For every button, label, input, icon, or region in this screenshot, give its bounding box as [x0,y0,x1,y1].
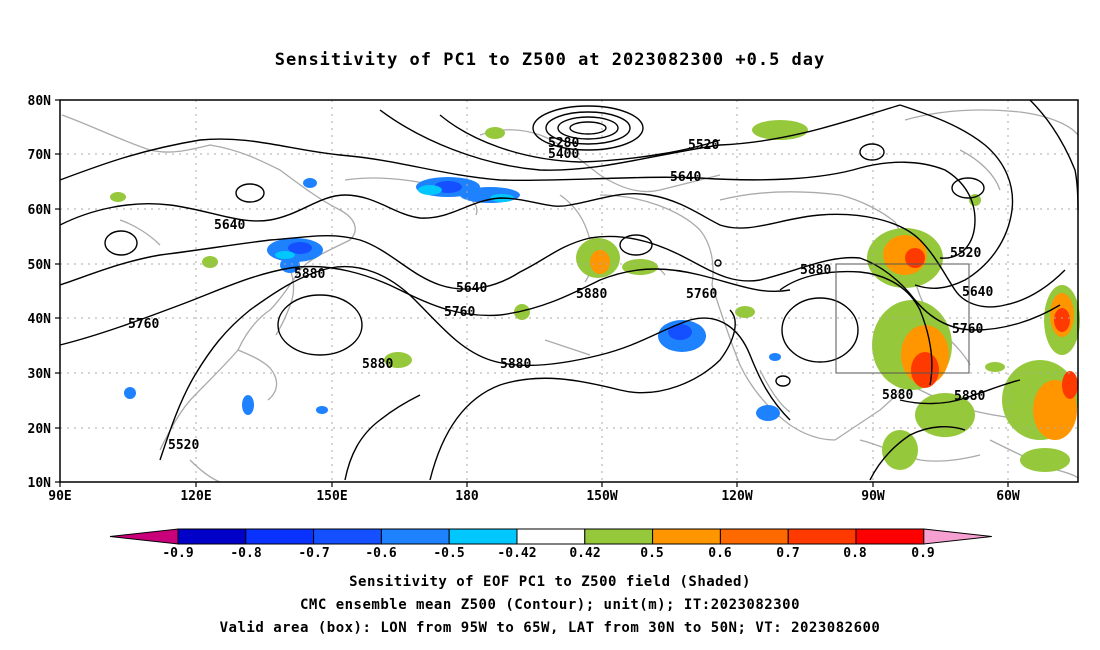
contour-label: 5280 [548,136,579,151]
lat-tick-label: 80N [28,94,52,109]
lat-tick-label: 70N [28,148,52,163]
latitude-labels: 80N 70N 60N 50N 40N 30N 20N 10N [28,94,52,491]
lon-tick-label: 150E [316,489,347,504]
colorbar-label: -0.8 [230,546,261,561]
colorbar [109,528,992,545]
contour-label: 5520 [688,138,719,153]
contour-label: 5880 [800,263,831,278]
contour-label: 5760 [444,305,475,320]
colorbar-label: 0.7 [776,546,799,561]
caption-contour: CMC ensemble mean Z500 (Contour); unit(m… [299,597,800,613]
lat-tick-label: 30N [28,367,52,382]
caption-valid-area: Valid area (box): LON from 95W to 65W, L… [219,620,881,636]
lon-tick-label: 120W [721,489,752,504]
colorbar-bin [313,528,382,545]
colorbar-label: -0.7 [298,546,329,561]
contour-label: 5760 [952,322,983,337]
colorbar-bin [516,528,586,545]
colorbar-bin [177,528,247,545]
contour-label: 5640 [962,285,993,300]
caption-shading: Sensitivity of EOF PC1 to Z500 field (Sh… [349,574,751,590]
colorbar-label: 0.9 [911,546,934,561]
map-frame [59,99,1079,483]
sensitivity-map: 5280 5400 5520 5640 5640 5640 5760 5760 … [28,94,1080,561]
contour-label: 5520 [950,246,981,261]
colorbar-label: 0.8 [843,546,867,561]
contour-label: 5400 [548,147,579,162]
colorbar-bin [787,528,857,545]
contour-label-group: 5280 5400 5520 5640 5640 5640 5760 5760 … [128,136,993,453]
lon-tick-label: 60W [996,489,1020,504]
colorbar-label: -0.9 [162,546,193,561]
colorbar-labels: -0.9 -0.8 -0.7 -0.6 -0.5 -0.42 0.42 0.5 … [162,546,934,561]
colorbar-bin [584,528,654,545]
colorbar-bin [855,528,925,545]
lon-tick-label: 90W [861,489,885,504]
lon-tick-label: 120E [180,489,211,504]
tick-marks [55,99,1009,487]
contour-label: 5760 [686,287,717,302]
colorbar-left-arrow [109,528,179,545]
shading-strong-negative [288,181,692,340]
contour-label: 5520 [168,438,199,453]
contour-label: 5640 [456,281,487,296]
contour-label: 5880 [882,388,913,403]
valid-area-box [835,263,970,374]
lon-tick-label: 180 [455,489,479,504]
contour-label: 5880 [362,357,393,372]
colorbar-label: 0.5 [640,546,663,561]
contour-label: 5880 [954,389,985,404]
colorbar-bin [380,528,450,545]
contour-label: 5760 [128,317,159,332]
lon-tick-label: 90E [48,489,71,504]
colorbar-bin [245,528,315,545]
contour-label: 5880 [500,357,531,372]
colorbar-bin [448,528,518,545]
lon-tick-label: 150W [586,489,617,504]
contour-label: 5640 [214,218,245,233]
contour-label: 5880 [576,287,607,302]
chart-title: Sensitivity of PC1 to Z500 at 2023082300… [274,50,826,70]
contour-label: 5880 [294,267,325,282]
colorbar-right-arrow [923,528,992,545]
colorbar-label: -0.6 [365,546,396,561]
lat-tick-label: 60N [28,203,52,218]
z500-contours [59,99,1079,481]
lat-tick-label: 50N [28,258,52,273]
colorbar-label: -0.42 [497,546,536,561]
contour-label: 5640 [670,170,701,185]
lat-tick-label: 10N [28,476,52,491]
colorbar-label: 0.6 [708,546,732,561]
colorbar-bin [719,528,789,545]
colorbar-bin [652,528,721,545]
colorbar-label: 0.42 [569,546,600,561]
longitude-labels: 90E 120E 150E 180 150W 120W 90W 60W [48,489,1020,504]
colorbar-label: -0.5 [433,546,464,561]
lat-tick-label: 40N [28,312,52,327]
lat-tick-label: 20N [28,422,52,437]
